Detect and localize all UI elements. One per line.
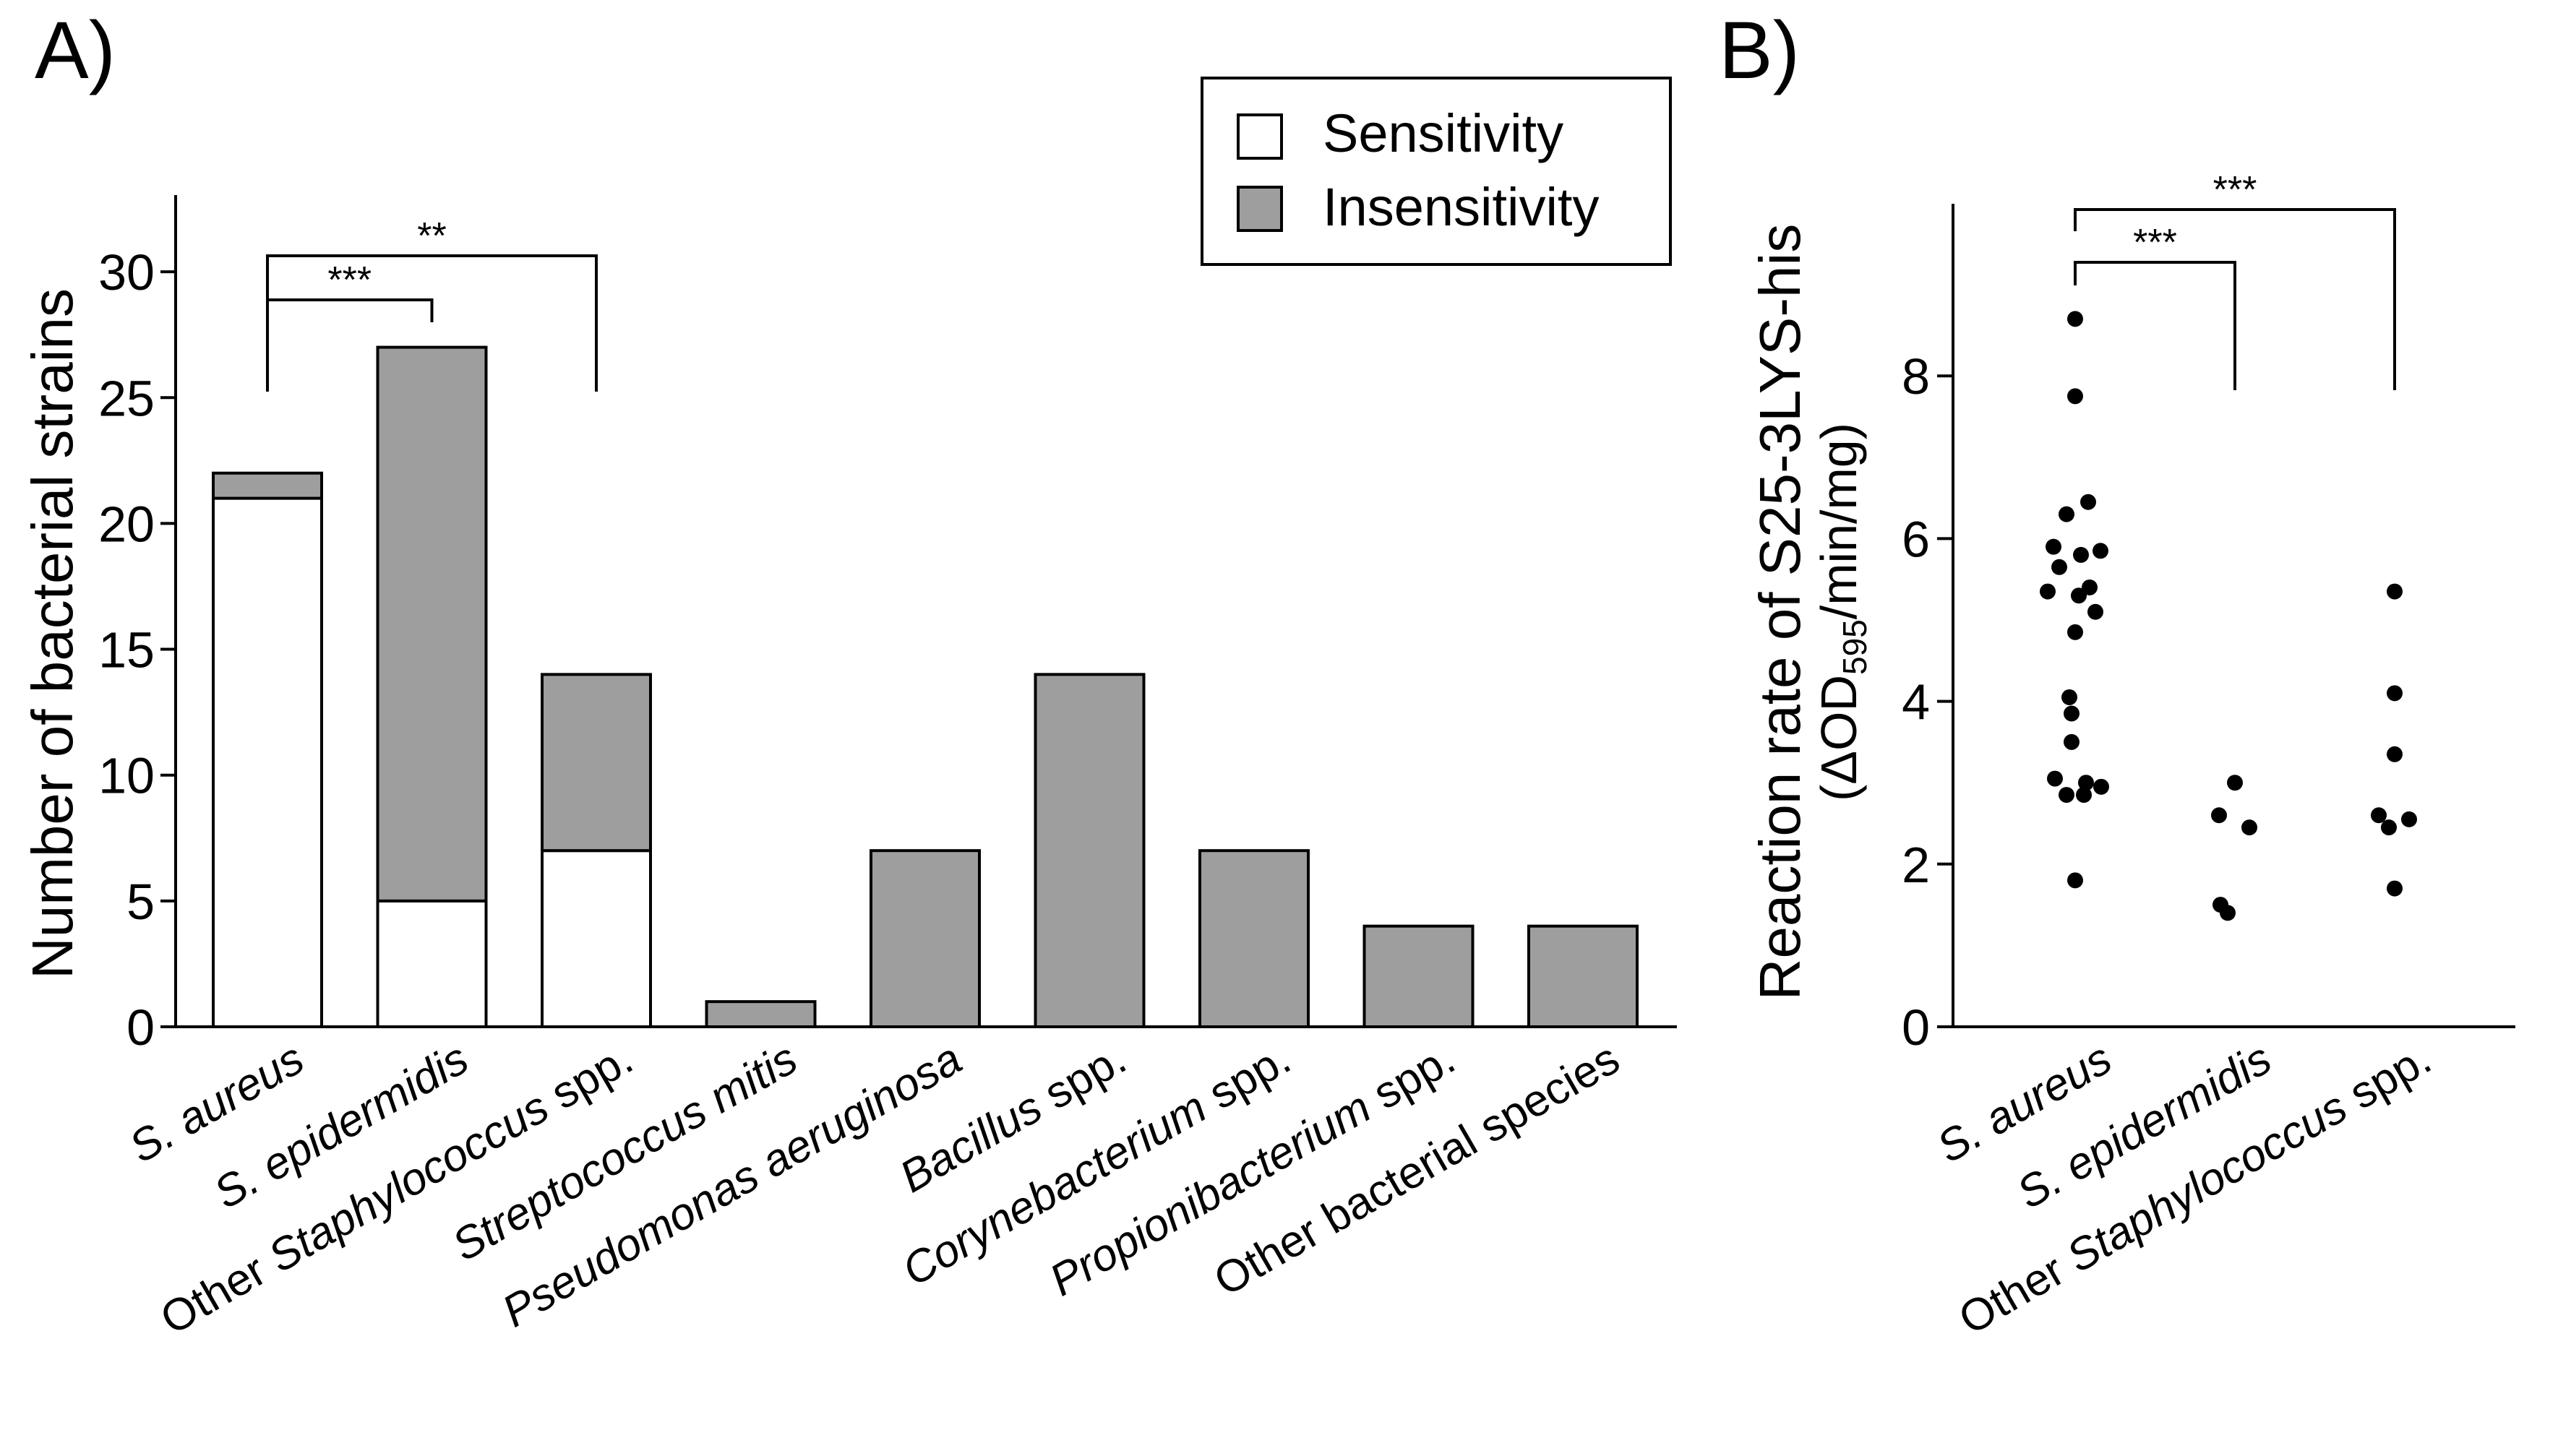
b-point-2-1 [2387, 685, 2403, 702]
bar-insensitivity-8 [1527, 924, 1639, 1029]
b-point-0-8 [2040, 583, 2056, 600]
b-point-0-0 [2067, 311, 2083, 327]
bar-insensitivity-2 [541, 673, 652, 853]
b-point-2-0 [2387, 583, 2403, 600]
panel-b-y-axis-label-line2: (ΔOD595/min/mg) [1811, 423, 1874, 801]
a-ytick-label-5: 5 [126, 874, 155, 930]
b-ytick-label-4: 4 [1902, 674, 1930, 731]
b-point-0-7 [2051, 559, 2067, 575]
a-ytick-label-15: 15 [98, 622, 155, 679]
b-sig-1-label: *** [2213, 169, 2257, 211]
b-point-0-3 [2059, 506, 2074, 522]
panel-b: B) Reaction rate of S25-3LYS-his (ΔOD595… [1719, 5, 2515, 1345]
bar-sensitivity-1 [376, 899, 488, 1028]
b-point-2-5 [2381, 819, 2397, 836]
bar-insensitivity-1 [376, 345, 488, 903]
bar-insensitivity-3 [705, 1000, 817, 1029]
bar-sensitivity-0 [212, 496, 323, 1028]
panel-a-bars [212, 345, 1639, 1029]
a-sig-0-label: *** [327, 259, 372, 301]
bar-insensitivity-7 [1362, 924, 1475, 1029]
panel-a-significance-brackets: ***** [266, 215, 598, 392]
a-ytick-label-30: 30 [98, 244, 155, 301]
b-point-0-5 [2046, 538, 2061, 555]
b-point-0-19 [2059, 787, 2074, 804]
panel-b-significance-brackets: *** *** [2074, 169, 2396, 390]
panel-b-y-label-post: /min/mg) [1811, 423, 1867, 619]
b-point-1-4 [2220, 905, 2236, 921]
a-ytick-label-10: 10 [98, 748, 155, 804]
b-sig-1-line [2074, 208, 2396, 390]
bar-insensitivity-0 [212, 471, 323, 500]
b-ytick-label-8: 8 [1902, 348, 1930, 405]
b-sig-0-line [2074, 261, 2236, 390]
panel-b-label: B) [1719, 5, 1800, 95]
panel-b-y-axis-label-line1: Reaction rate of S25-3LYS-his [1748, 224, 1812, 1001]
a-sig-1-label: ** [417, 215, 446, 257]
b-ytick-label-2: 2 [1902, 837, 1930, 893]
b-point-0-2 [2080, 494, 2096, 510]
b-point-2-3 [2371, 807, 2387, 824]
legend-frame [1201, 77, 1672, 266]
panel-b-y-label-pre: (ΔOD [1811, 675, 1867, 801]
legend-swatch-insensitivity [1237, 186, 1283, 232]
b-point-0-16 [2047, 770, 2063, 787]
b-point-0-18 [2093, 778, 2109, 795]
panel-a-label: A) [35, 5, 116, 95]
a-xtick-label-7-post: spp. [1355, 1033, 1464, 1125]
panel-a-legend: Sensitivity Insensitivity [1201, 77, 1672, 266]
b-point-0-1 [2067, 388, 2083, 405]
a-xtick-label-5-post: spp. [1026, 1033, 1135, 1125]
b-point-0-14 [2064, 705, 2080, 722]
b-point-0-9 [2082, 579, 2098, 595]
panel-a-y-axis-label: Number of bacterial strains [20, 288, 85, 979]
a-xtick-label-2-post: spp. [532, 1033, 641, 1125]
b-ytick-label-6: 6 [1902, 511, 1930, 567]
legend-swatch-sensitivity [1237, 113, 1283, 160]
b-sig-0-label: *** [2133, 222, 2177, 264]
a-sig-1-line [266, 254, 598, 392]
a-xtick-label-2-pre: Other [153, 1239, 286, 1345]
b-point-0-12 [2067, 624, 2083, 640]
b-point-0-13 [2061, 689, 2077, 705]
bar-insensitivity-4 [870, 849, 981, 1028]
bar-sensitivity-2 [541, 849, 652, 1028]
panel-b-y-label-sub: 595 [1836, 619, 1874, 675]
b-point-1-1 [2211, 807, 2227, 824]
b-point-0-15 [2064, 733, 2080, 750]
b-point-0-10 [2071, 587, 2087, 604]
b-point-0-20 [2076, 787, 2092, 804]
a-ytick-label-0: 0 [126, 999, 155, 1056]
panel-a: A) Number of bacterial strains 0 5 10 15 20 2… [20, 5, 1677, 1345]
b-point-0-6 [2073, 546, 2089, 563]
b-point-1-2 [2241, 819, 2257, 836]
b-point-1-0 [2227, 775, 2243, 791]
bar-insensitivity-6 [1198, 849, 1310, 1028]
bar-insensitivity-5 [1034, 673, 1146, 1028]
legend-label-sensitivity: Sensitivity [1323, 103, 1563, 163]
b-xtick-label-2-post: spp. [2330, 1033, 2439, 1125]
a-xtick-label-6-post: spp. [1190, 1033, 1299, 1125]
b-point-0-17 [2078, 775, 2094, 791]
panel-b-y-axis-label: Reaction rate of S25-3LYS-his (ΔOD595/mi… [1748, 224, 1874, 1001]
a-ytick-label-20: 20 [98, 496, 155, 552]
panel-b-points [2040, 311, 2417, 921]
b-xtick-label-2-pre: Other [1951, 1239, 2084, 1345]
b-point-0-11 [2087, 603, 2103, 620]
panel-b-y-ticks: 0 2 4 6 8 [1902, 348, 1953, 1056]
b-ytick-label-0: 0 [1902, 999, 1930, 1056]
a-ytick-label-25: 25 [98, 370, 155, 426]
b-point-2-2 [2387, 746, 2403, 762]
panel-a-y-ticks: 0 5 10 15 20 25 30 [98, 244, 176, 1056]
legend-label-insensitivity: Insensitivity [1323, 177, 1599, 237]
b-point-0-4 [2093, 543, 2108, 559]
b-point-2-6 [2387, 880, 2403, 897]
b-point-0-21 [2067, 872, 2083, 889]
b-point-2-4 [2401, 811, 2417, 827]
